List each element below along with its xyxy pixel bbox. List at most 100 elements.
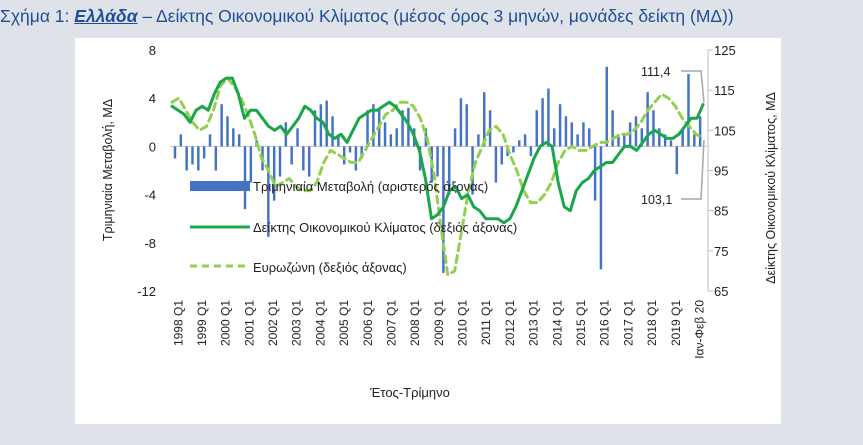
bar xyxy=(383,122,387,147)
y-right-tick-label: 65 xyxy=(714,284,728,299)
bar xyxy=(173,146,177,159)
bar xyxy=(302,146,305,171)
annotation-leader-greece xyxy=(681,70,705,103)
bar xyxy=(331,116,334,147)
bar xyxy=(197,146,200,171)
x-tick-label: 2015 Q1 xyxy=(574,300,588,346)
bar xyxy=(617,134,620,147)
bar xyxy=(342,146,346,165)
bar xyxy=(226,116,229,147)
y-left-tick-label: -8 xyxy=(144,236,156,251)
bar xyxy=(698,116,702,147)
bar xyxy=(360,146,363,159)
greece-climate-line xyxy=(170,76,705,225)
y-left-tick-label: 0 xyxy=(149,139,156,154)
y-left-tick-label: 8 xyxy=(149,43,156,58)
bar xyxy=(465,104,468,147)
y-right-tick-label: 85 xyxy=(714,204,728,219)
x-tick-label: 2006 Q1 xyxy=(361,300,375,346)
bar xyxy=(500,146,503,165)
bar xyxy=(348,146,352,153)
bar xyxy=(325,100,328,147)
y-right-tick-label: 105 xyxy=(714,123,736,138)
bar xyxy=(395,128,398,147)
bar xyxy=(267,146,270,237)
bar xyxy=(179,134,183,147)
bar xyxy=(576,134,579,147)
x-tick-label: 1999 Q1 xyxy=(195,300,209,346)
bar xyxy=(593,146,597,201)
bar xyxy=(319,104,323,147)
bar xyxy=(354,146,358,171)
x-tick-label: 2002 Q1 xyxy=(266,300,280,346)
x-tick-label: 2011 Q1 xyxy=(479,300,493,345)
bar xyxy=(582,122,585,147)
x-axis-title: Έτος-Τρίμηνο xyxy=(369,385,450,400)
bar xyxy=(372,104,375,147)
eurozone-line xyxy=(170,76,705,277)
bar xyxy=(564,116,568,147)
y-right-tick-label: 115 xyxy=(714,83,735,98)
bar xyxy=(605,66,609,147)
bar xyxy=(483,92,486,147)
bar xyxy=(237,134,241,147)
figure-title: Σχήμα 1: Ελλάδα – Δείκτης Οικονομικού Κλ… xyxy=(0,6,863,27)
bar xyxy=(232,128,235,147)
bar xyxy=(494,146,498,183)
annotation-greece-value: 111,4 xyxy=(641,65,670,79)
bar xyxy=(663,134,667,147)
bar xyxy=(307,146,311,177)
x-tick-label: 2007 Q1 xyxy=(385,300,399,346)
bar xyxy=(477,134,480,147)
bar xyxy=(249,146,253,183)
bar xyxy=(675,146,679,175)
bar xyxy=(453,128,457,147)
bar xyxy=(640,128,644,147)
bar xyxy=(296,128,299,147)
bar xyxy=(588,128,591,147)
bar xyxy=(541,98,544,147)
figure-country: Ελλάδα xyxy=(74,6,138,26)
x-tick-label: 2010 Q1 xyxy=(456,300,470,346)
bar xyxy=(634,116,638,147)
x-tick-label: 2018 Q1 xyxy=(645,300,659,346)
bar xyxy=(687,74,690,147)
x-tick-label: 2000 Q1 xyxy=(219,300,233,346)
x-tick-label: 2019 Q1 xyxy=(669,300,683,346)
x-tick-label: 2014 Q1 xyxy=(550,300,564,346)
bar-series xyxy=(173,66,702,273)
y-left-tick-label: -4 xyxy=(144,188,156,203)
bar xyxy=(570,122,573,147)
annotation-leader-eurozone xyxy=(681,139,705,200)
annotation-eurozone-value: 103,1 xyxy=(641,193,672,207)
bar xyxy=(448,146,451,195)
legend-label-greece: Δείκτης Οικονομικού Κλίματος (δεξιός άξο… xyxy=(253,220,517,235)
x-tick-label: 2017 Q1 xyxy=(621,300,635,346)
x-tick-label: 2009 Q1 xyxy=(432,300,446,346)
bar xyxy=(471,146,474,195)
y-left-tick-label: 4 xyxy=(149,91,156,106)
bar xyxy=(547,88,550,147)
bar xyxy=(646,92,649,147)
figure-subject: – Δείκτης Οικονομικού Κλίματος (μέσος όρ… xyxy=(137,6,734,26)
bar xyxy=(191,146,194,165)
legend: Τριμηνιαία Μεταβολή (αριστερός άξονας) Δε… xyxy=(190,179,517,275)
bar xyxy=(658,128,661,147)
x-tick-label: 2013 Q1 xyxy=(527,300,541,346)
bar xyxy=(389,134,393,147)
x-tick-label: 1998 Q1 xyxy=(171,300,185,346)
chart: 8 4 0 -4 -8 -12 125 115 105 95 85 75 65 1998 Q1 1999 Q… xyxy=(101,43,778,400)
bar xyxy=(208,134,212,147)
y-left-axis-title: Τριμηνιαία Μεταβολή, ΜΔ xyxy=(101,99,115,241)
bar xyxy=(693,134,696,147)
bar xyxy=(669,140,673,147)
bar xyxy=(243,146,247,210)
y-right-tick-label: 95 xyxy=(714,164,728,179)
bar xyxy=(628,122,632,147)
x-tick-label: 2001 Q1 xyxy=(242,300,256,346)
bar xyxy=(512,146,515,153)
y-right-tick-label: 125 xyxy=(714,43,736,58)
chart-panel: 8 4 0 -4 -8 -12 125 115 105 95 85 75 65 1998 Q1 1999 Q… xyxy=(75,38,781,424)
axes: 8 4 0 -4 -8 -12 125 115 105 95 85 75 65 1998 Q1 1999 Q… xyxy=(101,43,778,400)
bar xyxy=(366,110,369,147)
